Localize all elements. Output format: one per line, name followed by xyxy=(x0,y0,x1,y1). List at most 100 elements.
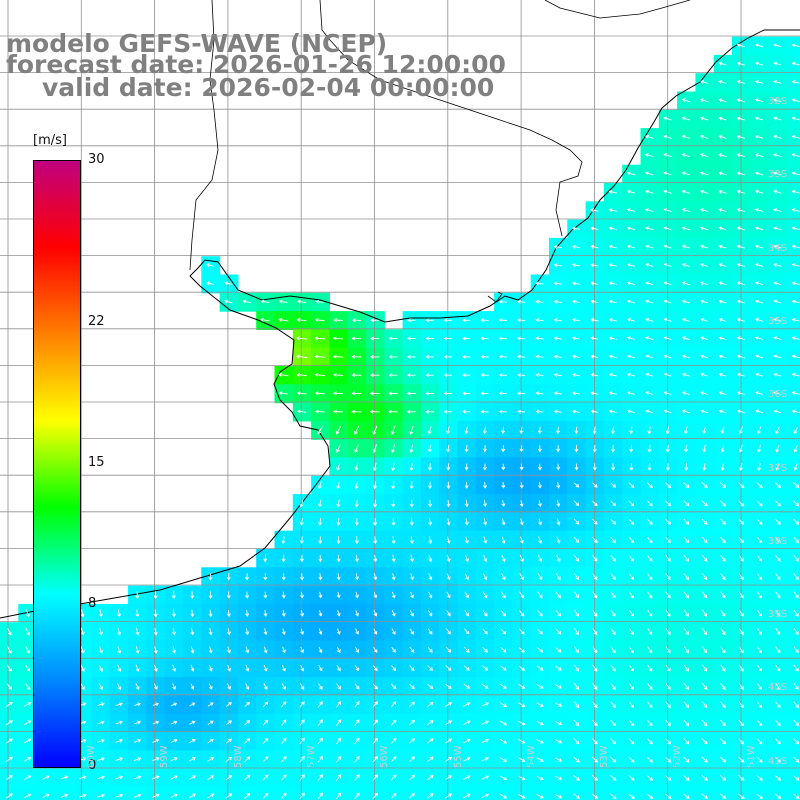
wind-arrow xyxy=(608,299,617,304)
wind-arrow xyxy=(207,793,215,799)
speed-cell xyxy=(786,658,800,678)
wind-arrow xyxy=(535,372,544,377)
wind-arrow xyxy=(553,409,562,414)
wind-arrow xyxy=(518,628,525,635)
wind-arrow xyxy=(6,646,12,654)
wind-arrow xyxy=(645,299,654,304)
wind-arrow xyxy=(702,444,707,453)
speed-cell xyxy=(786,768,800,788)
wind-arrow xyxy=(500,665,507,671)
wind-arrow xyxy=(683,719,690,727)
wind-arrow xyxy=(519,518,524,526)
speed-cell xyxy=(786,475,800,495)
wind-arrow xyxy=(115,720,123,725)
wind-arrow xyxy=(207,720,214,725)
wind-arrow xyxy=(645,189,654,194)
wind-arrow xyxy=(355,573,359,581)
wind-arrow xyxy=(736,317,745,322)
wind-arrow xyxy=(754,208,764,212)
wind-arrow xyxy=(791,43,800,48)
wind-arrow xyxy=(646,793,654,799)
wind-arrow xyxy=(663,372,672,377)
wind-arrow xyxy=(390,756,397,763)
wind-arrow xyxy=(299,774,305,781)
wind-arrow xyxy=(591,756,599,763)
wind-arrow xyxy=(646,482,653,488)
wind-arrow xyxy=(574,664,579,672)
speed-cell xyxy=(640,786,660,800)
wind-arrow xyxy=(171,609,176,618)
wind-arrow xyxy=(590,299,599,304)
speed-cell xyxy=(0,786,19,800)
wind-arrow xyxy=(500,591,506,599)
wind-arrow xyxy=(372,481,377,490)
wind-arrow xyxy=(391,444,396,453)
wind-arrow xyxy=(428,573,433,581)
wind-arrow xyxy=(372,665,378,672)
wind-arrow xyxy=(683,482,690,488)
wind-arrow xyxy=(573,555,580,562)
wind-arrow xyxy=(773,336,782,341)
wind-vectors xyxy=(5,43,800,800)
wind-arrow xyxy=(135,627,140,636)
wind-arrow xyxy=(445,702,453,707)
wind-arrow xyxy=(482,646,489,653)
wind-arrow xyxy=(556,426,561,435)
wind-arrow xyxy=(537,482,542,489)
wind-arrow xyxy=(702,609,708,617)
wind-arrow xyxy=(791,189,800,194)
wind-arrow xyxy=(391,462,396,472)
wind-arrow xyxy=(592,500,598,507)
wind-arrow xyxy=(663,317,672,322)
wind-arrow xyxy=(664,774,672,781)
wind-arrow xyxy=(663,244,672,249)
wind-arrow xyxy=(773,43,782,48)
wind-arrow xyxy=(681,317,690,322)
wind-arrow xyxy=(554,684,563,689)
wind-arrow xyxy=(428,591,433,599)
wind-arrow xyxy=(281,701,287,708)
wind-arrow xyxy=(317,701,323,708)
wind-arrow xyxy=(133,793,142,798)
wind-arrow xyxy=(665,573,671,581)
wind-arrow xyxy=(773,317,782,322)
wind-arrow xyxy=(718,189,727,194)
wind-arrow xyxy=(719,756,727,763)
wind-arrow xyxy=(700,189,709,194)
wind-arrow xyxy=(263,664,268,672)
wind-arrow xyxy=(535,318,544,323)
wind-arrow xyxy=(519,445,524,453)
wind-arrow xyxy=(791,98,800,103)
wind-arrow xyxy=(700,317,709,322)
wind-arrow xyxy=(645,317,654,322)
wind-arrow xyxy=(683,591,689,599)
wind-arrow xyxy=(519,463,524,471)
wind-arrow xyxy=(700,409,709,414)
wind-arrow xyxy=(556,500,561,508)
speed-cell xyxy=(786,585,800,605)
wind-arrow xyxy=(135,664,140,672)
wind-arrow xyxy=(773,116,782,121)
wind-arrow xyxy=(372,701,378,708)
wind-arrow xyxy=(354,425,360,435)
wind-arrow xyxy=(573,738,580,745)
wind-arrow xyxy=(314,391,325,396)
speed-cell xyxy=(219,786,239,800)
wind-arrow xyxy=(610,426,615,435)
wind-arrow xyxy=(336,518,341,526)
wind-arrow xyxy=(791,391,800,396)
wind-arrow xyxy=(153,646,158,654)
wind-arrow xyxy=(755,317,764,322)
speed-cell xyxy=(183,786,202,800)
wind-arrow xyxy=(645,244,654,249)
wind-arrow xyxy=(445,665,452,671)
wind-arrow xyxy=(336,665,341,672)
valid-date: valid date: 2026-02-04 00:00:00 xyxy=(42,73,495,102)
wind-arrow xyxy=(153,664,158,672)
wind-arrow xyxy=(481,702,489,707)
wind-arrow xyxy=(791,226,800,231)
wind-arrow xyxy=(736,189,745,194)
wind-arrow xyxy=(665,646,671,654)
wind-arrow xyxy=(590,263,599,268)
wind-arrow xyxy=(700,208,709,213)
